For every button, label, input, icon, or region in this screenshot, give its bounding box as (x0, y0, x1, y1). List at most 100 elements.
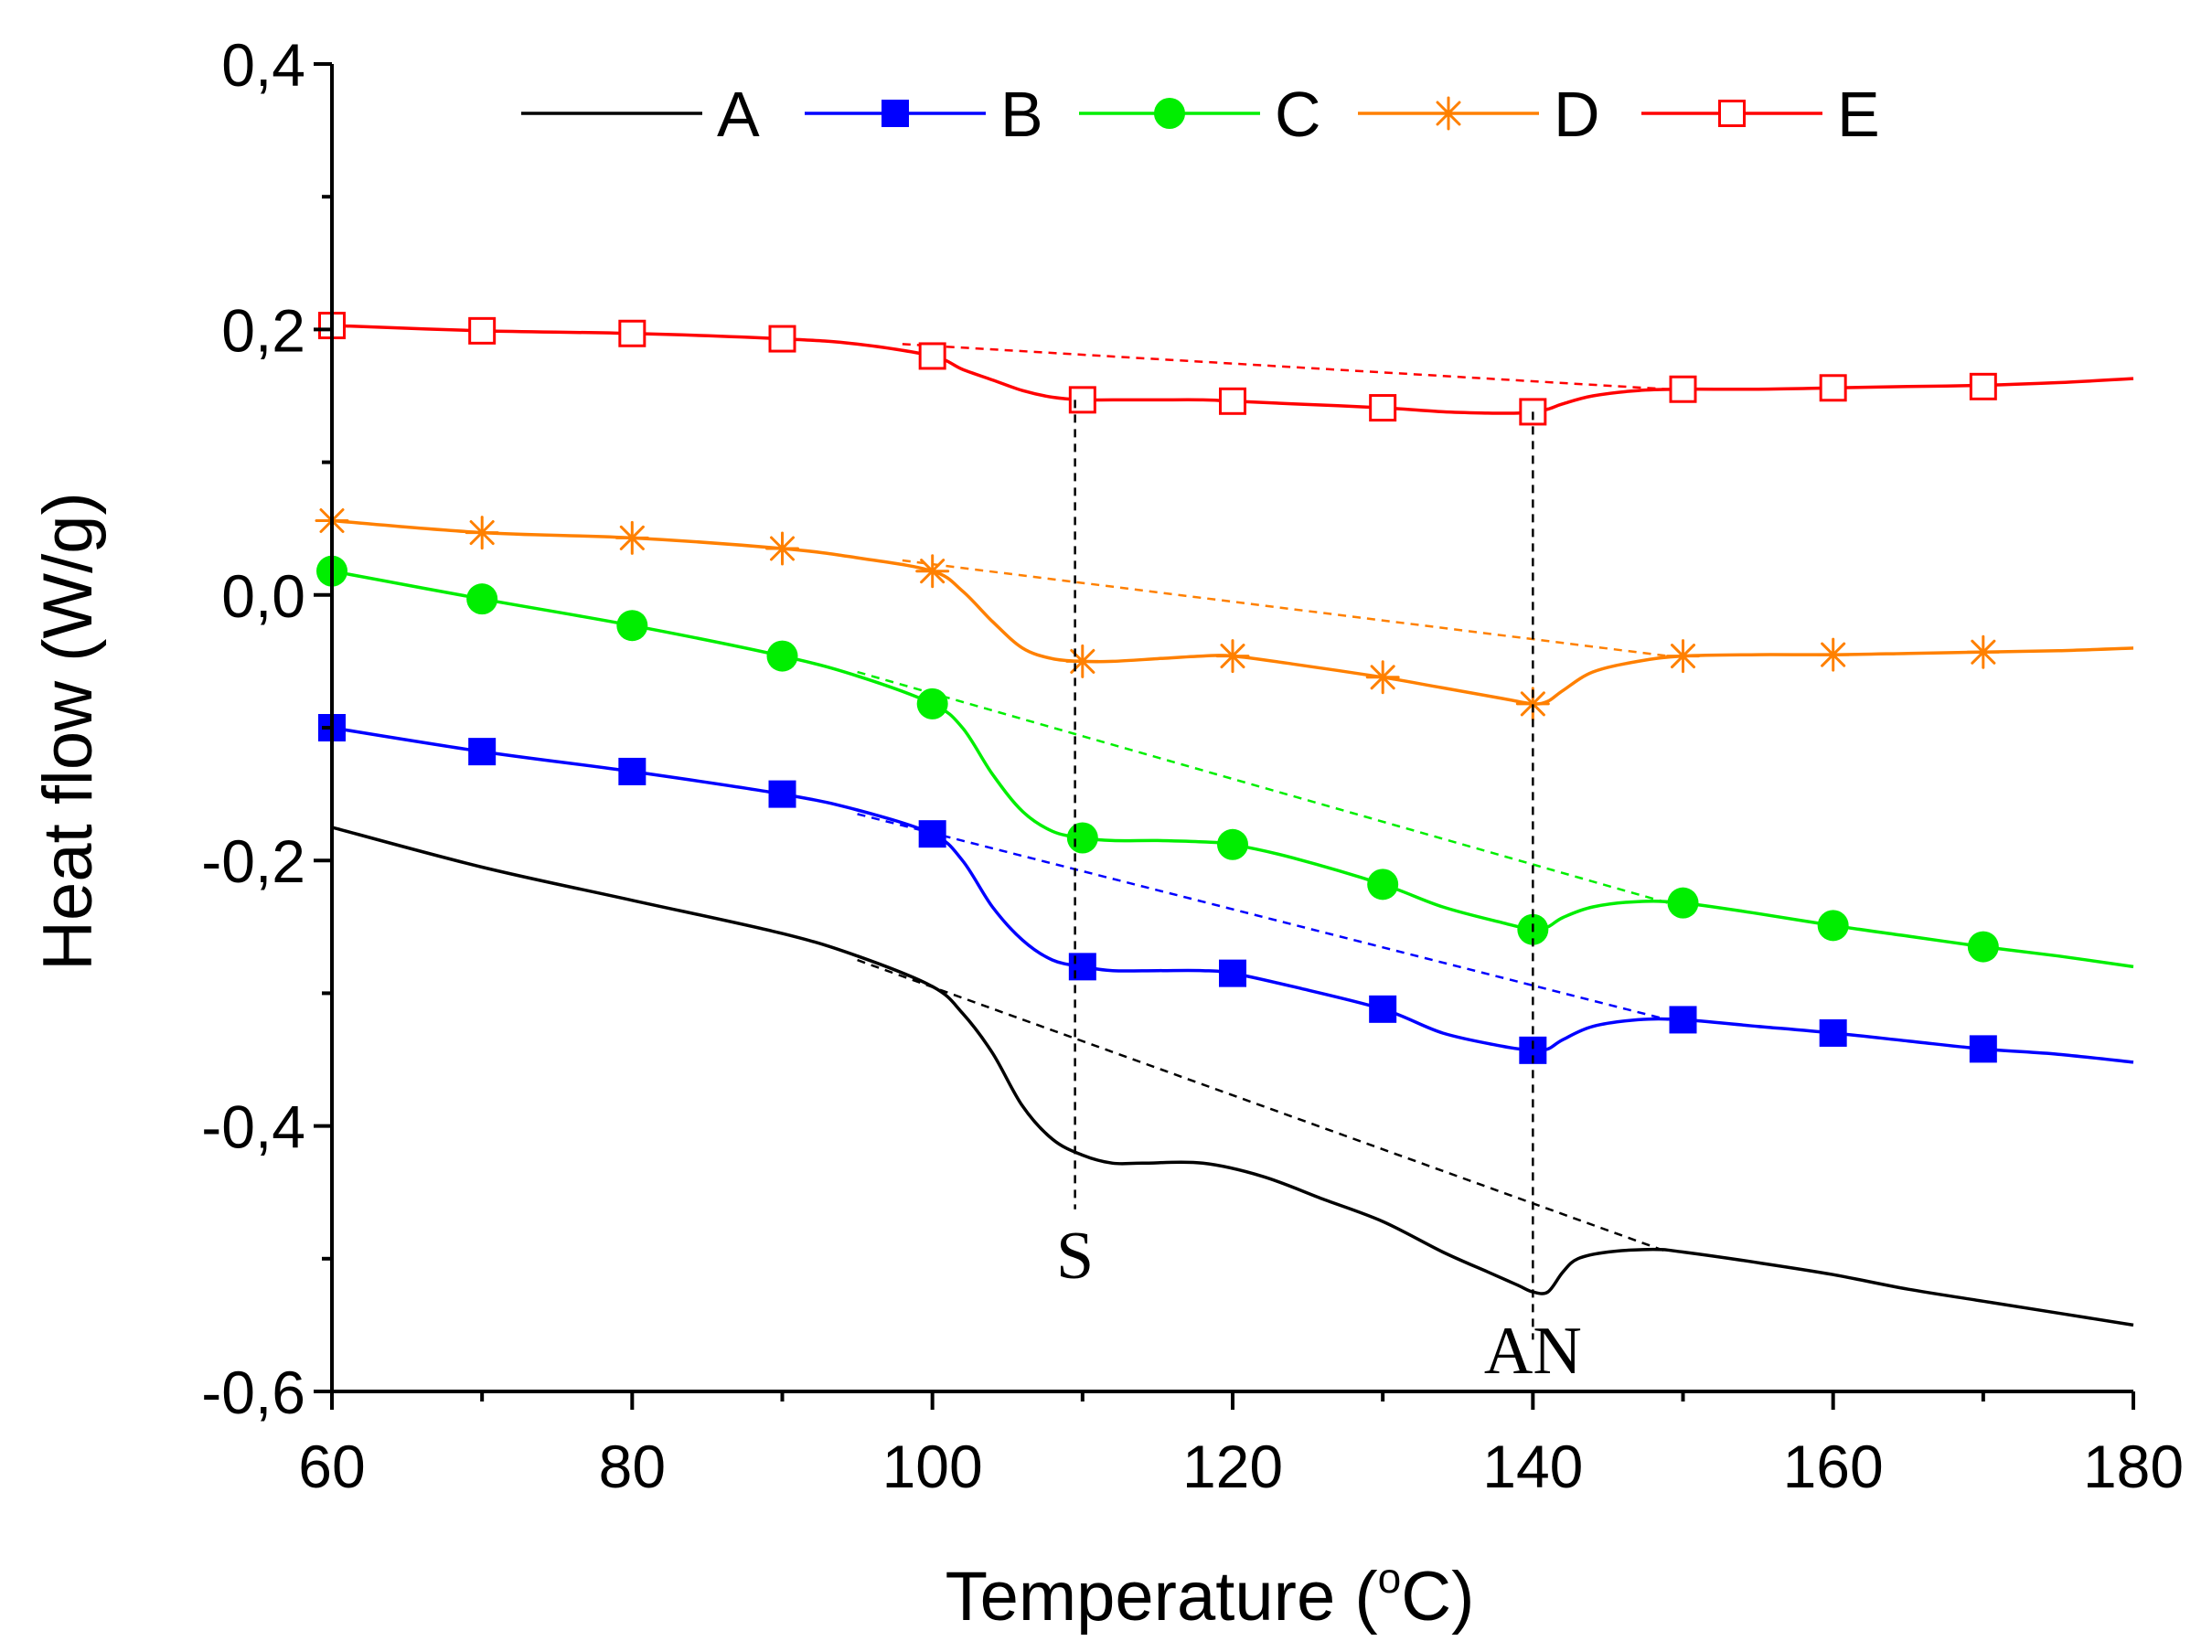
x-axis-title: Temperature (oC) (946, 1554, 1475, 1636)
baseline-D (902, 559, 1669, 657)
marker-D-100 (915, 554, 950, 589)
baseline-A (857, 958, 1669, 1253)
marker-B-80 (618, 757, 647, 785)
marker-C-170 (1967, 931, 1999, 963)
marker-D-170 (1966, 634, 2001, 669)
markers-layer (315, 312, 2001, 1064)
marker-E-150 (1669, 375, 1697, 403)
marker-D-150-stroke (1671, 644, 1695, 669)
marker-D-120 (1215, 639, 1250, 674)
series-line-B (331, 726, 2134, 1064)
x-tick-layer: 60 80 100 120 140 160 180 (298, 1391, 2184, 1500)
x-tick-label: 120 (1182, 1433, 1283, 1500)
x-axis-title-end: C) (1401, 1558, 1474, 1636)
x-tick-label: 180 (2083, 1433, 2184, 1500)
x-axis-title-main: Temperature ( (946, 1558, 1378, 1636)
marker-E-120 (1219, 387, 1246, 415)
legend-label: A (717, 79, 760, 150)
y-axis-title: Heat flow (W/g) (29, 492, 107, 971)
marker-D-80-stroke (619, 525, 645, 550)
x-tick-label: 80 (599, 1433, 666, 1500)
baseline-B (857, 813, 1669, 1021)
marker-C-120 (1217, 828, 1248, 860)
marker-E-90 (768, 325, 796, 353)
marker-E-100 (918, 342, 946, 370)
legend-label: C (1275, 79, 1321, 150)
marker-D-130-stroke (1370, 665, 1395, 690)
series-line-D (331, 518, 2134, 706)
marker-D-90 (765, 531, 799, 566)
baseline-C (857, 670, 1669, 904)
y-tick-label: 0,4 (221, 31, 305, 99)
x-tick-label: 60 (298, 1433, 365, 1500)
marker-E-80 (618, 319, 647, 347)
legend-swatch-marker (1154, 98, 1185, 129)
legend-label: D (1554, 79, 1600, 150)
marker-D-140-stroke (1520, 691, 1545, 717)
marker-B-130 (1369, 995, 1397, 1023)
legend-swatch-marker (882, 100, 909, 127)
legend: A B C D E (521, 79, 1880, 150)
marker-D-170-stroke (1971, 639, 1996, 665)
marker-B-100 (918, 820, 946, 848)
annotation-label-AN: AN (1484, 1314, 1582, 1389)
x-axis-title-sup: o (1378, 1554, 1402, 1602)
marker-D-70-stroke (469, 520, 495, 546)
baselines-layer (857, 343, 1669, 1253)
marker-E-130 (1369, 394, 1397, 422)
marker-B-70 (468, 738, 497, 766)
marker-C-150 (1667, 887, 1699, 919)
marker-D-110 (1065, 644, 1100, 678)
series-line-E (331, 324, 2134, 415)
marker-C-160 (1817, 910, 1849, 942)
marker-C-110 (1066, 822, 1098, 854)
marker-B-170 (1969, 1035, 1997, 1063)
axes (330, 64, 2133, 1393)
y-tick-label: -0,2 (201, 827, 305, 895)
legend-label: E (1837, 79, 1880, 150)
marker-D-70 (465, 516, 499, 550)
marker-D-100-stroke (920, 559, 946, 584)
marker-C-90 (766, 640, 798, 672)
legend-label: B (1000, 79, 1043, 150)
marker-E-70 (468, 316, 497, 345)
legend-swatch-marker (1718, 100, 1746, 127)
series-line-A (331, 826, 2134, 1327)
x-tick-label: 140 (1482, 1433, 1583, 1500)
y-tick-label: -0,4 (201, 1093, 305, 1161)
marker-E-160 (1819, 374, 1847, 402)
annotation-label-S: S (1056, 1219, 1094, 1294)
marker-B-90 (768, 780, 796, 808)
series-layer (331, 324, 2134, 1327)
marker-C-70 (466, 583, 498, 615)
legend-swatch-marker-stroke (1436, 101, 1461, 126)
marker-E-170 (1969, 372, 1997, 400)
marker-D-160 (1816, 637, 1851, 672)
marker-B-110 (1068, 953, 1096, 981)
y-tick-label: -0,6 (201, 1359, 305, 1426)
x-tick-label: 160 (1783, 1433, 1884, 1500)
marker-D-160-stroke (1821, 642, 1846, 667)
y-tick-label: 0,2 (221, 296, 305, 364)
marker-B-160 (1819, 1018, 1847, 1047)
legend-item-C: C (1079, 79, 1321, 150)
marker-D-120-stroke (1220, 644, 1245, 669)
marker-C-100 (916, 687, 948, 719)
legend-item-E: E (1641, 79, 1880, 150)
marker-D-150 (1666, 639, 1700, 674)
marker-B-120 (1219, 959, 1246, 987)
annotations-layer: S AN (1056, 400, 1582, 1389)
baseline-E (902, 343, 1669, 390)
marker-D-80 (614, 520, 649, 555)
legend-item-B: B (805, 79, 1043, 150)
marker-C-80 (616, 610, 648, 642)
legend-item-A: A (521, 79, 760, 150)
marker-D-130 (1365, 660, 1400, 695)
series-line-C (331, 569, 2134, 969)
legend-item-D: D (1358, 79, 1600, 150)
marker-D-90-stroke (770, 536, 795, 561)
marker-B-150 (1669, 1006, 1697, 1034)
marker-C-130 (1367, 869, 1399, 901)
x-tick-label: 100 (882, 1433, 983, 1500)
